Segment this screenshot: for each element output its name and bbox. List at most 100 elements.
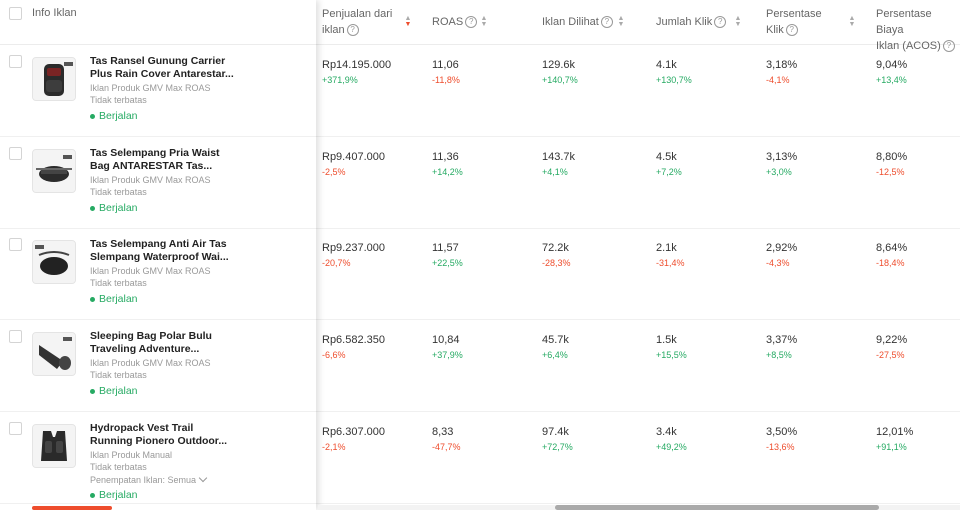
penjualan-change: -6,6% <box>322 350 346 360</box>
persentase-klik-value: 3,18% <box>766 59 798 71</box>
table-row[interactable]: Rp6.582.350 -6,6% 10,84 +37,9% 45.7k +6,4% 1.5… <box>0 320 960 412</box>
persentase-klik-change: -13,6% <box>766 442 795 452</box>
status-badge: Berjalan <box>90 489 138 501</box>
row-checkbox[interactable] <box>9 422 22 435</box>
jumlah-klik-change: +7,2% <box>656 167 682 177</box>
info-header: Info Iklan <box>0 0 316 45</box>
roas-value: 11,06 <box>432 59 459 71</box>
penjualan-value: Rp6.582.350 <box>322 334 385 346</box>
product-thumbnail[interactable] <box>32 424 76 468</box>
iklan-dilihat-change: +6,4% <box>542 350 568 360</box>
sort-icon[interactable]: ▲ ▼ <box>617 15 625 28</box>
product-name[interactable]: Tas Selempang Anti Air Tas Slempang Water… <box>90 238 229 263</box>
product-name[interactable]: Tas Selempang Pria Waist Bag ANTARESTAR T… <box>90 147 220 172</box>
ad-type: Iklan Produk GMV Max ROAS <box>90 175 211 185</box>
iklan-dilihat-value: 143.7k <box>542 151 576 163</box>
header-iklan-dilihat[interactable]: Iklan Dilihat? <box>542 14 613 30</box>
persentase-klik-change: -4,3% <box>766 258 790 268</box>
status-badge: Berjalan <box>90 293 138 305</box>
iklan-dilihat-change: -28,3% <box>542 258 571 268</box>
table-row[interactable]: Rp9.407.000 -2,5% 11,36 +14,2% 143.7k +4,1% 4.… <box>0 137 960 229</box>
table-row[interactable]: Rp6.307.000 -2,1% 8,33 -47,7% 97.4k +72,7% 3.4… <box>0 412 960 504</box>
help-icon[interactable]: ? <box>714 16 727 29</box>
status-dot-icon <box>90 296 95 302</box>
penjualan-value: Rp9.407.000 <box>322 151 385 163</box>
ad-period: Tidak terbatas <box>90 95 147 105</box>
select-all-checkbox[interactable] <box>9 7 22 20</box>
roas-value: 8,33 <box>432 426 454 438</box>
ad-info-cell: Hydropack Vest Trail Running Pionero Outd… <box>0 412 316 504</box>
help-icon[interactable]: ? <box>942 40 955 53</box>
header-penjualan[interactable]: Penjualan dari iklan? <box>322 8 393 37</box>
header-persentase-klik[interactable]: Persentase Klik? <box>766 8 822 37</box>
roas-change: +37,9% <box>432 350 463 360</box>
product-name[interactable]: Sleeping Bag Polar Bulu Traveling Adventu… <box>90 330 212 355</box>
status-dot-icon <box>90 205 95 211</box>
table-row[interactable]: Rp14.195.000 +371,9% 11,06 -11,8% 129.6k +140… <box>0 45 960 137</box>
product-name[interactable]: Tas Ransel Gunung Carrier Plus Rain Cover… <box>90 55 234 80</box>
ad-info-cell: Tas Selempang Anti Air Tas Slempang Water… <box>0 228 316 320</box>
help-icon[interactable]: ? <box>785 24 798 37</box>
header-jumlah-klik[interactable]: Jumlah Klik? <box>656 14 727 30</box>
ad-type: Iklan Produk GMV Max ROAS <box>90 83 211 93</box>
row-checkbox[interactable] <box>9 238 22 251</box>
jumlah-klik-value: 3.4k <box>656 426 677 438</box>
iklan-dilihat-value: 97.4k <box>542 426 569 438</box>
iklan-dilihat-value: 45.7k <box>542 334 569 346</box>
acos-value: 8,64% <box>876 242 908 254</box>
acos-value: 9,22% <box>876 334 908 346</box>
ad-info-cell: Sleeping Bag Polar Bulu Traveling Adventu… <box>0 320 316 412</box>
ad-period: Tidak terbatas <box>90 462 147 472</box>
roas-value: 11,57 <box>432 242 459 254</box>
jumlah-klik-value: 4.1k <box>656 59 677 71</box>
persentase-klik-change: +8,5% <box>766 350 792 360</box>
product-thumbnail[interactable] <box>32 332 76 376</box>
ad-period: Tidak terbatas <box>90 187 147 197</box>
penjualan-value: Rp6.307.000 <box>322 426 385 438</box>
status-dot-icon <box>90 113 95 119</box>
jumlah-klik-value: 4.5k <box>656 151 677 163</box>
product-thumbnail[interactable] <box>32 240 76 284</box>
status-badge: Berjalan <box>90 202 138 214</box>
ad-info-cell: Tas Ransel Gunung Carrier Plus Rain Cover… <box>0 45 316 137</box>
ad-type: Iklan Produk GMV Max ROAS <box>90 358 211 368</box>
acos-change: +91,1% <box>876 442 907 452</box>
jumlah-klik-change: +130,7% <box>656 75 692 85</box>
header-acos[interactable]: Persentase Biaya Iklan (ACOS)? <box>876 6 960 54</box>
ad-type: Iklan Produk GMV Max ROAS <box>90 266 211 276</box>
header-roas[interactable]: ROAS? <box>432 14 478 30</box>
acos-change: -27,5% <box>876 350 905 360</box>
row-checkbox[interactable] <box>9 330 22 343</box>
product-thumbnail[interactable] <box>32 57 76 101</box>
product-name[interactable]: Hydropack Vest Trail Running Pionero Outd… <box>90 422 228 447</box>
ad-placement[interactable]: Penempatan Iklan: Semua <box>90 473 208 485</box>
header-info-iklan: Info Iklan <box>32 7 77 19</box>
chevron-down-icon[interactable] <box>198 473 208 483</box>
table-row[interactable]: Rp9.237.000 -20,7% 11,57 +22,5% 72.2k -28,3% 2… <box>0 228 960 320</box>
acos-value: 12,01% <box>876 426 914 438</box>
penjualan-change: -2,1% <box>322 442 346 452</box>
penjualan-value: Rp14.195.000 <box>322 59 392 71</box>
product-thumbnail[interactable] <box>32 149 76 193</box>
sort-icon[interactable]: ▲ ▼ <box>480 15 488 28</box>
iklan-dilihat-value: 72.2k <box>542 242 569 254</box>
sort-icon[interactable]: ▲ ▼ <box>404 15 412 28</box>
help-icon[interactable]: ? <box>600 16 613 29</box>
acos-value: 9,04% <box>876 59 908 71</box>
penjualan-value: Rp9.237.000 <box>322 242 385 254</box>
help-icon[interactable]: ? <box>465 16 478 29</box>
row-checkbox[interactable] <box>9 55 22 68</box>
roas-change: +22,5% <box>432 258 463 268</box>
row-checkbox[interactable] <box>9 147 22 160</box>
help-icon[interactable]: ? <box>346 24 359 37</box>
iklan-dilihat-change: +4,1% <box>542 167 568 177</box>
persentase-klik-change: +3,0% <box>766 167 792 177</box>
roas-change: -47,7% <box>432 442 461 452</box>
jumlah-klik-change: +15,5% <box>656 350 687 360</box>
sort-icon[interactable]: ▲ ▼ <box>734 15 742 28</box>
penjualan-change: -2,5% <box>322 167 346 177</box>
horizontal-scrollbar-thumb[interactable] <box>555 505 879 510</box>
sort-icon[interactable]: ▲ ▼ <box>848 15 856 28</box>
persentase-klik-value: 3,50% <box>766 426 798 438</box>
